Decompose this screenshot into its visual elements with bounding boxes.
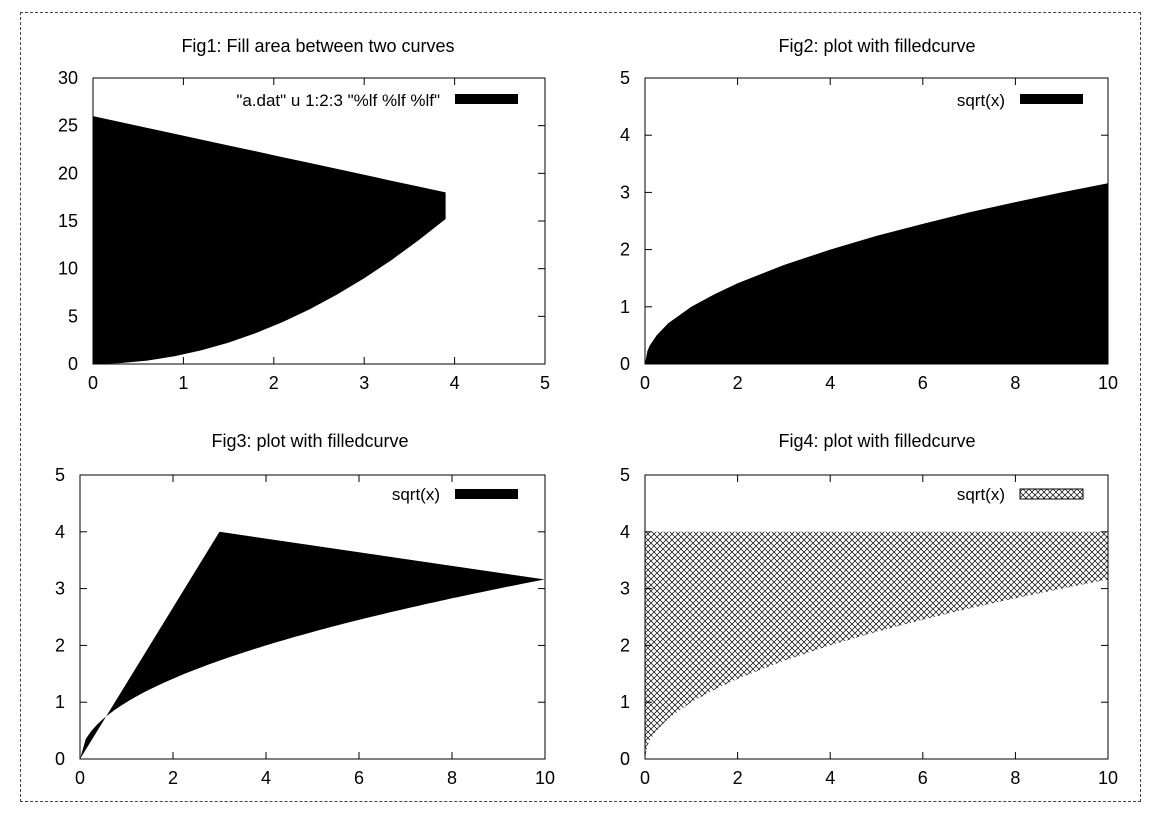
x-tick-label: 0 bbox=[88, 373, 98, 393]
x-tick-label: 2 bbox=[269, 373, 279, 393]
y-tick-label: 25 bbox=[58, 116, 78, 136]
y-tick-label: 1 bbox=[620, 297, 630, 317]
plot-area: 0 2 4 6 8 10 0 1 2 3 4 5 bbox=[620, 465, 1118, 788]
plot-frame bbox=[644, 77, 1109, 365]
y-tick-label: 0 bbox=[620, 354, 630, 374]
y-tick-label: 5 bbox=[55, 465, 65, 485]
x-tick-label: 0 bbox=[75, 768, 85, 788]
y-tick-label: 0 bbox=[620, 749, 630, 769]
y-tick-label: 2 bbox=[55, 635, 65, 655]
y-tick-label: 4 bbox=[620, 522, 630, 542]
y-tick-label: 3 bbox=[55, 579, 65, 599]
x-tick-label: 2 bbox=[733, 373, 743, 393]
x-tick-label: 10 bbox=[1098, 373, 1118, 393]
y-tick-label: 5 bbox=[68, 306, 78, 326]
x-tick-label: 6 bbox=[918, 373, 928, 393]
legend-label: sqrt(x) bbox=[392, 485, 440, 504]
legend-swatch bbox=[1019, 488, 1084, 500]
x-tick-label: 5 bbox=[540, 373, 550, 393]
legend-swatch bbox=[455, 489, 518, 499]
y-tick-label: 20 bbox=[58, 163, 78, 183]
plot-frame bbox=[79, 474, 546, 760]
y-tick-label: 1 bbox=[620, 692, 630, 712]
series-fill bbox=[80, 531, 545, 759]
x-tick-label: 2 bbox=[168, 768, 178, 788]
y-tick-label: 30 bbox=[58, 68, 78, 88]
x-tick-label: 4 bbox=[825, 768, 835, 788]
y-tick-label: 3 bbox=[620, 182, 630, 202]
series-fill bbox=[93, 116, 446, 364]
legend-label: "a.dat" u 1:2:3 "%lf %lf %lf" bbox=[236, 91, 440, 110]
chart-title: Fig3: plot with filledcurve bbox=[211, 431, 408, 451]
figure-frame bbox=[20, 12, 1141, 802]
y-tick-label: 4 bbox=[55, 522, 65, 542]
chart-fig3: Fig3: plot with filledcurve 0 2 4 6 8 10 0 1 2 3 4… bbox=[55, 431, 555, 788]
y-tick-label: 2 bbox=[620, 635, 630, 655]
legend-label: sqrt(x) bbox=[957, 91, 1005, 110]
x-tick-label: 4 bbox=[825, 373, 835, 393]
chart-title: Fig2: plot with filledcurve bbox=[778, 36, 975, 56]
legend-label: sqrt(x) bbox=[957, 485, 1005, 504]
chart-title: Fig1: Fill area between two curves bbox=[181, 36, 454, 56]
x-tick-label: 8 bbox=[447, 768, 457, 788]
y-tick-label: 3 bbox=[620, 579, 630, 599]
plot-area: 0 2 4 6 8 10 0 1 2 3 4 5 bbox=[55, 465, 555, 788]
plot-frame bbox=[644, 474, 1109, 760]
y-tick-label: 5 bbox=[620, 465, 630, 485]
x-tick-label: 1 bbox=[178, 373, 188, 393]
legend-swatch bbox=[1020, 94, 1083, 104]
y-tick-label: 1 bbox=[55, 692, 65, 712]
legend-swatch bbox=[455, 94, 518, 104]
x-tick-label: 0 bbox=[640, 768, 650, 788]
plot-area: 0 1 2 3 4 5 0 5 10 15 20 25 30 bbox=[58, 68, 550, 393]
x-tick-label: 0 bbox=[640, 373, 650, 393]
x-tick-label: 3 bbox=[359, 373, 369, 393]
chart-title: Fig4: plot with filledcurve bbox=[778, 431, 975, 451]
plot-area: 0 2 4 6 8 10 0 1 2 3 4 5 bbox=[620, 68, 1118, 393]
chart-fig2: Fig2: plot with filledcurve 0 2 4 6 8 10 0 1 2 3 4… bbox=[620, 36, 1118, 393]
chart-fig4: Fig4: plot with filledcurve 0 2 4 6 8 10 0 1 2 3 4… bbox=[620, 431, 1118, 788]
x-tick-label: 8 bbox=[1010, 768, 1020, 788]
x-tick-label: 8 bbox=[1010, 373, 1020, 393]
y-tick-label: 5 bbox=[620, 68, 630, 88]
x-tick-label: 4 bbox=[261, 768, 271, 788]
x-tick-label: 10 bbox=[535, 768, 555, 788]
series-fill bbox=[645, 531, 1108, 759]
x-tick-label: 2 bbox=[733, 768, 743, 788]
y-tick-label: 2 bbox=[620, 240, 630, 260]
series-fill bbox=[645, 183, 1108, 364]
y-tick-label: 0 bbox=[55, 749, 65, 769]
y-tick-label: 10 bbox=[58, 259, 78, 279]
y-tick-label: 4 bbox=[620, 125, 630, 145]
y-tick-label: 0 bbox=[68, 354, 78, 374]
x-tick-label: 6 bbox=[354, 768, 364, 788]
x-tick-label: 10 bbox=[1098, 768, 1118, 788]
y-tick-label: 15 bbox=[58, 211, 78, 231]
x-tick-label: 6 bbox=[918, 768, 928, 788]
x-tick-label: 4 bbox=[450, 373, 460, 393]
chart-fig1: Fig1: Fill area between two curves 0 1 2 3 4… bbox=[58, 36, 550, 393]
